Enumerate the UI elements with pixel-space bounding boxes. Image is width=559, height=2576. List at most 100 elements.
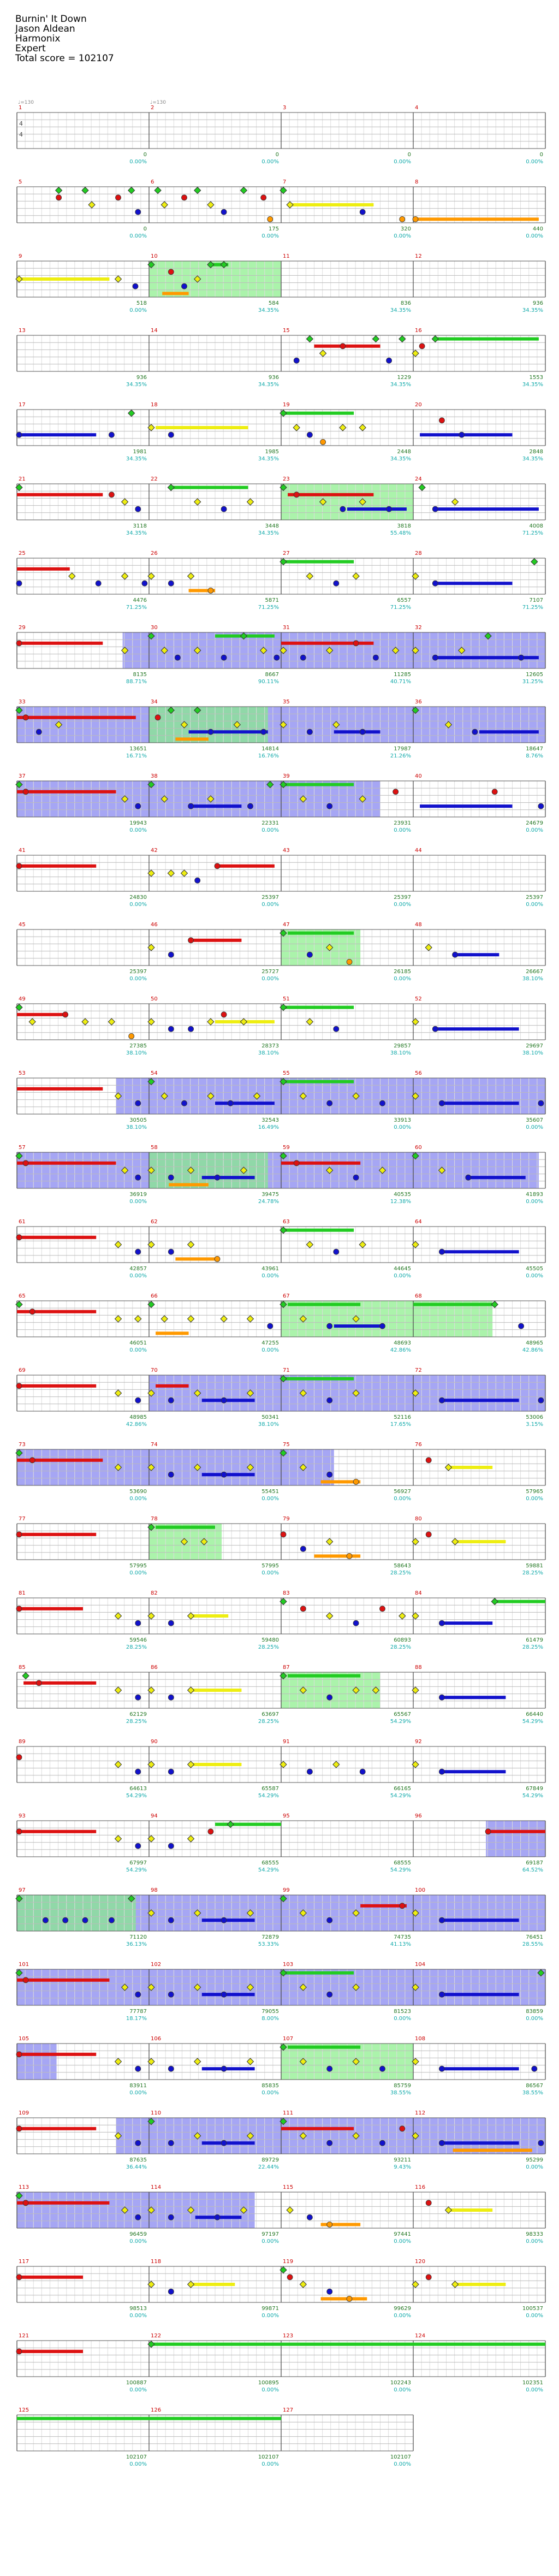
note-gem (293, 491, 300, 498)
total-score: Total score = 102107 (15, 53, 114, 64)
measure-percent: 0.00% (394, 2313, 411, 2319)
measure-number: 97 (19, 1887, 26, 1893)
measure-score: 836 (401, 300, 411, 306)
note-gem (193, 275, 201, 283)
note-gem (439, 1248, 445, 1255)
measure-number: 86 (151, 1665, 158, 1671)
note-gem (472, 729, 478, 735)
measure-percent: 0.00% (261, 233, 279, 239)
measure-percent: 34.35% (522, 456, 543, 462)
measure-percent: 3.15% (526, 1422, 543, 1428)
measure-number: 104 (415, 1962, 425, 1968)
measure-number: 2 (151, 105, 154, 111)
note-gem (147, 632, 155, 640)
note-gem (267, 1323, 273, 1329)
measure-number: 14 (151, 328, 158, 334)
note-gem (147, 1166, 155, 1174)
note-gem (439, 1917, 445, 1923)
measure-score: 59480 (261, 1637, 279, 1643)
note-gem (352, 572, 360, 580)
measure-number: 62 (151, 1219, 158, 1225)
note-gem (247, 803, 253, 809)
measure-number: 116 (415, 2184, 425, 2190)
note-gem (246, 1464, 254, 1471)
measure-number: 65 (19, 1293, 26, 1299)
measure-number: 24 (415, 476, 422, 482)
measure-number: 49 (19, 996, 26, 1002)
measure-score: 64613 (129, 1786, 147, 1792)
note-gem (114, 275, 122, 283)
note-gem (246, 1389, 254, 1397)
note-gem (221, 1011, 227, 1018)
measure-score: 99629 (394, 2306, 411, 2312)
note-gem (114, 2132, 122, 2140)
note-gem (399, 2125, 406, 2132)
note-gem (207, 1018, 215, 1026)
note-gem (15, 1003, 23, 1011)
measure-score: 25397 (261, 895, 279, 901)
note-gem (121, 1166, 129, 1174)
measure-number: 20 (415, 402, 422, 408)
measure-percent: 0.00% (394, 1273, 411, 1279)
measure-percent: 34.35% (258, 382, 279, 388)
measure-percent: 0.00% (261, 159, 279, 165)
measure-score: 35607 (526, 1117, 543, 1123)
measure-percent: 0.00% (394, 2016, 411, 2022)
note-gem (359, 1241, 366, 1248)
measure-number: 95 (283, 1813, 290, 1819)
note-gem (333, 1026, 340, 1032)
note-gem (147, 1300, 155, 1308)
note-gem (439, 1620, 445, 1626)
measure-number: 98 (151, 1887, 158, 1893)
measure-percent: 0.00% (261, 1347, 279, 1353)
note-gem (246, 1983, 254, 1991)
note-gem (193, 1909, 201, 1917)
measure-percent: 12.38% (390, 1199, 411, 1205)
measure-score: 59546 (129, 1637, 147, 1643)
note-gem (412, 1092, 419, 1100)
measure-number: 93 (19, 1813, 26, 1819)
note-gem (114, 1092, 122, 1100)
note-gem (325, 647, 334, 654)
note-gem (147, 2340, 155, 2348)
sustain-tail (453, 2148, 532, 2152)
note-gem (29, 1308, 35, 1315)
measure-number: 10 (151, 253, 158, 259)
measure-percent: 34.35% (258, 307, 279, 313)
measure-score: 1981 (133, 449, 147, 455)
note-gem (193, 2058, 201, 2065)
note-gem (193, 1464, 201, 1471)
measure-number: 87 (283, 1665, 290, 1671)
note-gem (135, 1694, 141, 1701)
measure-percent: 21.26% (390, 753, 411, 759)
measure-score: 65567 (394, 1712, 411, 1718)
note-gem (306, 572, 314, 580)
note-gem (326, 1694, 333, 1701)
measure-percent: 0.00% (129, 2090, 147, 2096)
note-gem (484, 632, 492, 640)
note-gem (280, 1449, 287, 1457)
measure-number: 19 (283, 402, 290, 408)
measure-percent: 54.29% (258, 1793, 279, 1799)
measure-number: 74 (151, 1442, 158, 1448)
sustain-tail (413, 1302, 493, 1306)
measure-percent: 0.00% (394, 2387, 411, 2393)
measure-percent: 0.00% (394, 2239, 411, 2245)
note-gem (326, 1471, 333, 1478)
note-gem (188, 937, 194, 944)
measure-score: 87635 (129, 2157, 147, 2163)
note-gem (16, 2274, 22, 2281)
measure-percent: 0.00% (129, 1199, 147, 1205)
note-gem (307, 729, 313, 735)
measure-percent: 0.00% (129, 2313, 147, 2319)
measure-percent: 54.29% (258, 1867, 279, 1873)
measure-number: 71 (283, 1367, 290, 1373)
measure-number: 31 (283, 625, 290, 631)
note-gem (168, 2140, 174, 2146)
note-gem (320, 439, 326, 445)
note-gem (346, 1553, 353, 1559)
note-gem (114, 1835, 122, 1843)
measure-score: 61479 (526, 1637, 543, 1643)
measure-percent: 38.10% (390, 1050, 411, 1056)
sustain-tail (208, 263, 229, 267)
